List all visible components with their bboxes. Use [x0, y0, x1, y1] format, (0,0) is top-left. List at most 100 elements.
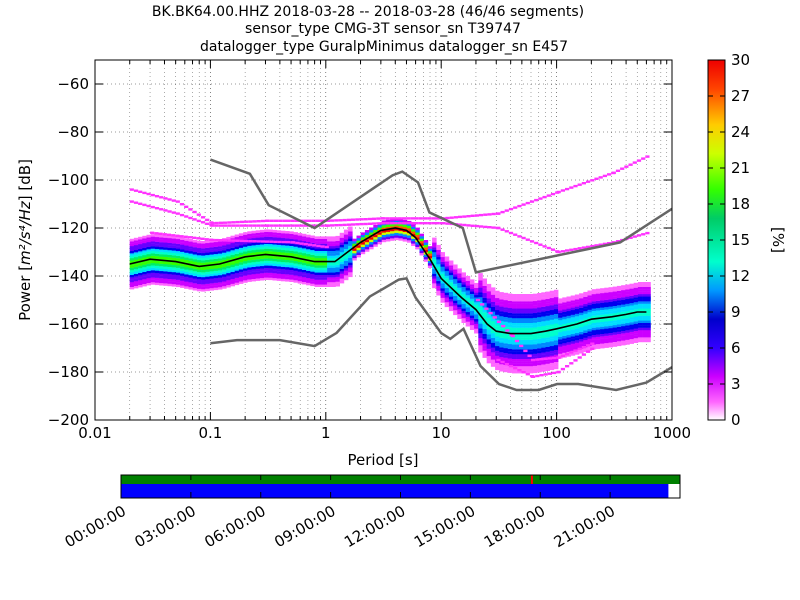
psd-cell	[264, 236, 269, 240]
psd-cell	[490, 340, 496, 343]
psd-cell	[595, 293, 601, 297]
psd-cell	[633, 294, 639, 298]
psd-cell	[465, 280, 471, 284]
psd-cell	[486, 351, 492, 354]
psd-cell	[482, 336, 487, 339]
psd-cell	[646, 337, 651, 340]
psd-cell	[553, 318, 559, 322]
psd-cell	[629, 324, 634, 328]
chart-title-line-1: BK.BK64.00.HHZ 2018-03-28 -- 2018-03-28 …	[152, 4, 584, 20]
psd-cell	[201, 241, 206, 244]
psd-cell	[600, 341, 605, 344]
psd-cell	[558, 315, 563, 318]
psd-outlier-cell	[546, 246, 551, 250]
psd-outlier-cell	[538, 197, 543, 200]
psd-cell	[133, 266, 139, 270]
psd-cell	[163, 237, 168, 241]
psd-cell	[234, 251, 240, 254]
psd-cell	[339, 244, 345, 248]
psd-cell	[163, 247, 168, 250]
psd-outlier-cell	[602, 174, 607, 178]
psd-cell	[524, 315, 529, 319]
psd-cell	[150, 267, 156, 271]
psd-cell	[201, 284, 206, 287]
psd-cell	[524, 325, 529, 328]
psd-cell	[264, 272, 269, 276]
psd-cell	[285, 231, 290, 234]
psd-cell	[490, 309, 496, 312]
psd-cell	[343, 229, 349, 233]
psd-cell	[427, 253, 433, 256]
psd-outlier-cell	[200, 237, 205, 240]
psd-outlier-cell	[500, 228, 505, 231]
psd-cell	[360, 234, 366, 238]
psd-cell	[486, 307, 492, 311]
psd-cell	[142, 267, 147, 270]
psd-cell	[415, 230, 420, 233]
psd-outlier-cell	[462, 223, 467, 227]
psd-cell	[608, 313, 613, 317]
psd-cell	[553, 352, 559, 355]
psd-cell	[616, 297, 622, 301]
psd-cell	[322, 272, 328, 275]
psd-outlier-cell	[334, 219, 339, 222]
psd-cell	[457, 302, 462, 305]
psd-cell	[465, 285, 471, 289]
psd-cell	[222, 257, 227, 260]
psd-cell	[579, 334, 584, 337]
psd-cell	[516, 358, 521, 362]
psd-cell	[402, 224, 408, 228]
psd-cell	[268, 258, 273, 261]
psd-cell	[570, 343, 576, 347]
psd-cell	[558, 351, 563, 354]
psd-cell	[163, 254, 168, 257]
psd-cell	[343, 265, 349, 269]
psd-cell	[171, 269, 177, 273]
psd-cell	[163, 242, 168, 245]
psd-cell	[285, 252, 290, 256]
psd-cell	[541, 335, 546, 339]
psd-cell	[423, 254, 429, 257]
psd-cell	[549, 348, 555, 351]
psd-cell	[625, 320, 630, 324]
psd-cell	[222, 271, 227, 275]
psd-outlier-cell	[527, 354, 532, 357]
psd-cell	[230, 254, 235, 258]
psd-cell	[196, 279, 202, 282]
psd-cell	[495, 317, 500, 320]
psd-cell	[591, 337, 597, 340]
psd-outlier-cell	[611, 171, 616, 174]
y-tick-label: −200	[48, 411, 89, 429]
psd-cell	[259, 237, 265, 240]
psd-outlier-cell	[406, 222, 411, 225]
psd-cell	[159, 237, 164, 240]
psd-cell	[457, 316, 462, 319]
psd-cell	[423, 244, 429, 248]
psd-cell	[541, 294, 546, 298]
psd-cell	[226, 246, 231, 250]
psd-cell	[192, 261, 198, 265]
psd-cell	[213, 282, 219, 286]
psd-outlier-cell	[573, 359, 578, 362]
psd-cell	[411, 226, 416, 230]
psd-cell	[587, 319, 592, 322]
psd-cell	[335, 262, 340, 265]
psd-cell	[339, 264, 345, 267]
psd-cell	[507, 322, 513, 325]
psd-cell	[226, 263, 231, 266]
psd-cell	[175, 279, 181, 283]
psd-cell	[146, 280, 151, 283]
psd-cell	[528, 320, 534, 323]
psd-outlier-cell	[303, 219, 308, 222]
psd-cell	[322, 238, 328, 242]
psd-cell	[331, 250, 336, 254]
psd-cell	[398, 218, 403, 222]
psd-cell	[524, 368, 529, 371]
psd-cell	[495, 326, 500, 330]
psd-cell	[163, 244, 168, 248]
psd-cell	[570, 312, 576, 315]
psd-cell	[646, 339, 651, 343]
psd-cell	[541, 311, 546, 315]
psd-cell	[448, 284, 454, 288]
psd-cell	[436, 280, 441, 284]
